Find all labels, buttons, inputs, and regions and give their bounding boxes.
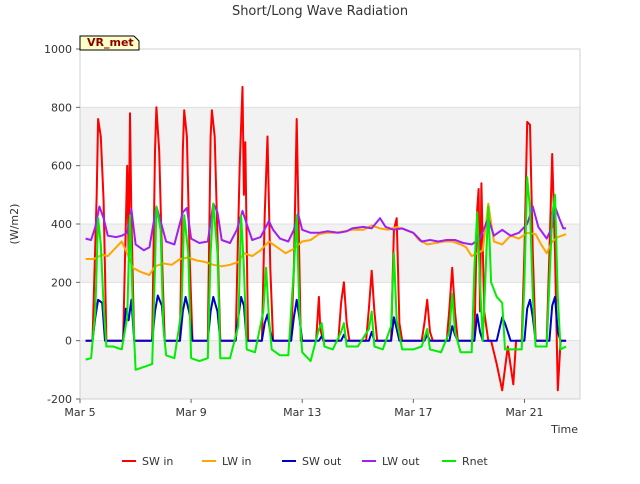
x-tick-label: Mar 17 <box>394 406 432 419</box>
plot-band <box>80 107 580 166</box>
x-tick-label: Mar 21 <box>505 406 543 419</box>
series-layer <box>85 85 567 392</box>
y-tick-label: -200 <box>47 393 72 406</box>
y-axis-label: (W/m2) <box>8 204 21 245</box>
chart-title: Short/Long Wave Radiation <box>232 4 408 19</box>
legend-label-lw-in: LW in <box>222 455 252 468</box>
x-tick-label: Mar 13 <box>283 406 321 419</box>
series-line-rnet <box>85 176 567 371</box>
station-tag-label: VR_met <box>87 36 134 49</box>
y-tick-label: 0 <box>65 335 72 348</box>
y-tick-label: 1000 <box>44 43 72 56</box>
legend-label-sw-in: SW in <box>142 455 173 468</box>
y-tick-label: 200 <box>51 276 72 289</box>
y-tick-label: 400 <box>51 218 72 231</box>
legend: SW in LW in SW out LW out Rnet <box>122 455 488 468</box>
x-axis-label: Time <box>550 423 578 436</box>
y-tick-label: 800 <box>51 101 72 114</box>
y-tick-label: 600 <box>51 160 72 173</box>
station-tag: VR_met <box>79 35 140 51</box>
x-tick-label: Mar 9 <box>175 406 206 419</box>
legend-label-lw-out: LW out <box>382 455 420 468</box>
legend-label-rnet: Rnet <box>462 455 488 468</box>
series-line-lw-out <box>85 202 567 252</box>
x-tick-label: Mar 5 <box>64 406 95 419</box>
legend-label-sw-out: SW out <box>302 455 342 468</box>
plot-band <box>80 340 580 399</box>
axis-layer: -200 0 200 400 600 800 1000 Mar 5 Mar 9 Mar 13 Mar… <box>44 43 581 419</box>
